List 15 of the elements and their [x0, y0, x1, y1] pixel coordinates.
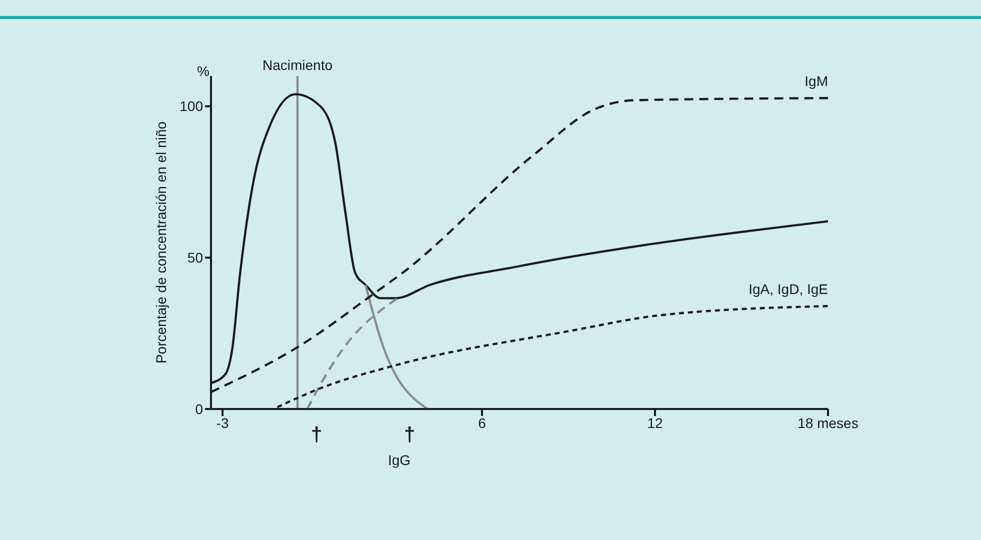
text: † — [404, 424, 416, 446]
text: † — [311, 424, 322, 446]
x-tick-label: 6 — [478, 414, 486, 431]
y-tick-label: 100 — [180, 98, 204, 114]
ref-line-label: Nacimiento — [262, 57, 333, 73]
x-tick-label: -3 — [216, 414, 229, 431]
x-tick-label: 12 — [647, 414, 664, 431]
x-tick-label: 18 meses — [798, 414, 858, 431]
y-tick-label: 50 — [187, 250, 204, 266]
text: % — [197, 63, 210, 79]
series-label: IgM — [804, 73, 828, 90]
series-label: IgA, IgD, IgE — [748, 281, 828, 298]
text: IgG — [388, 452, 411, 468]
y-axis-title: Porcentaje de concentración en el niño — [152, 121, 169, 364]
y-tick-label: 0 — [195, 400, 204, 417]
